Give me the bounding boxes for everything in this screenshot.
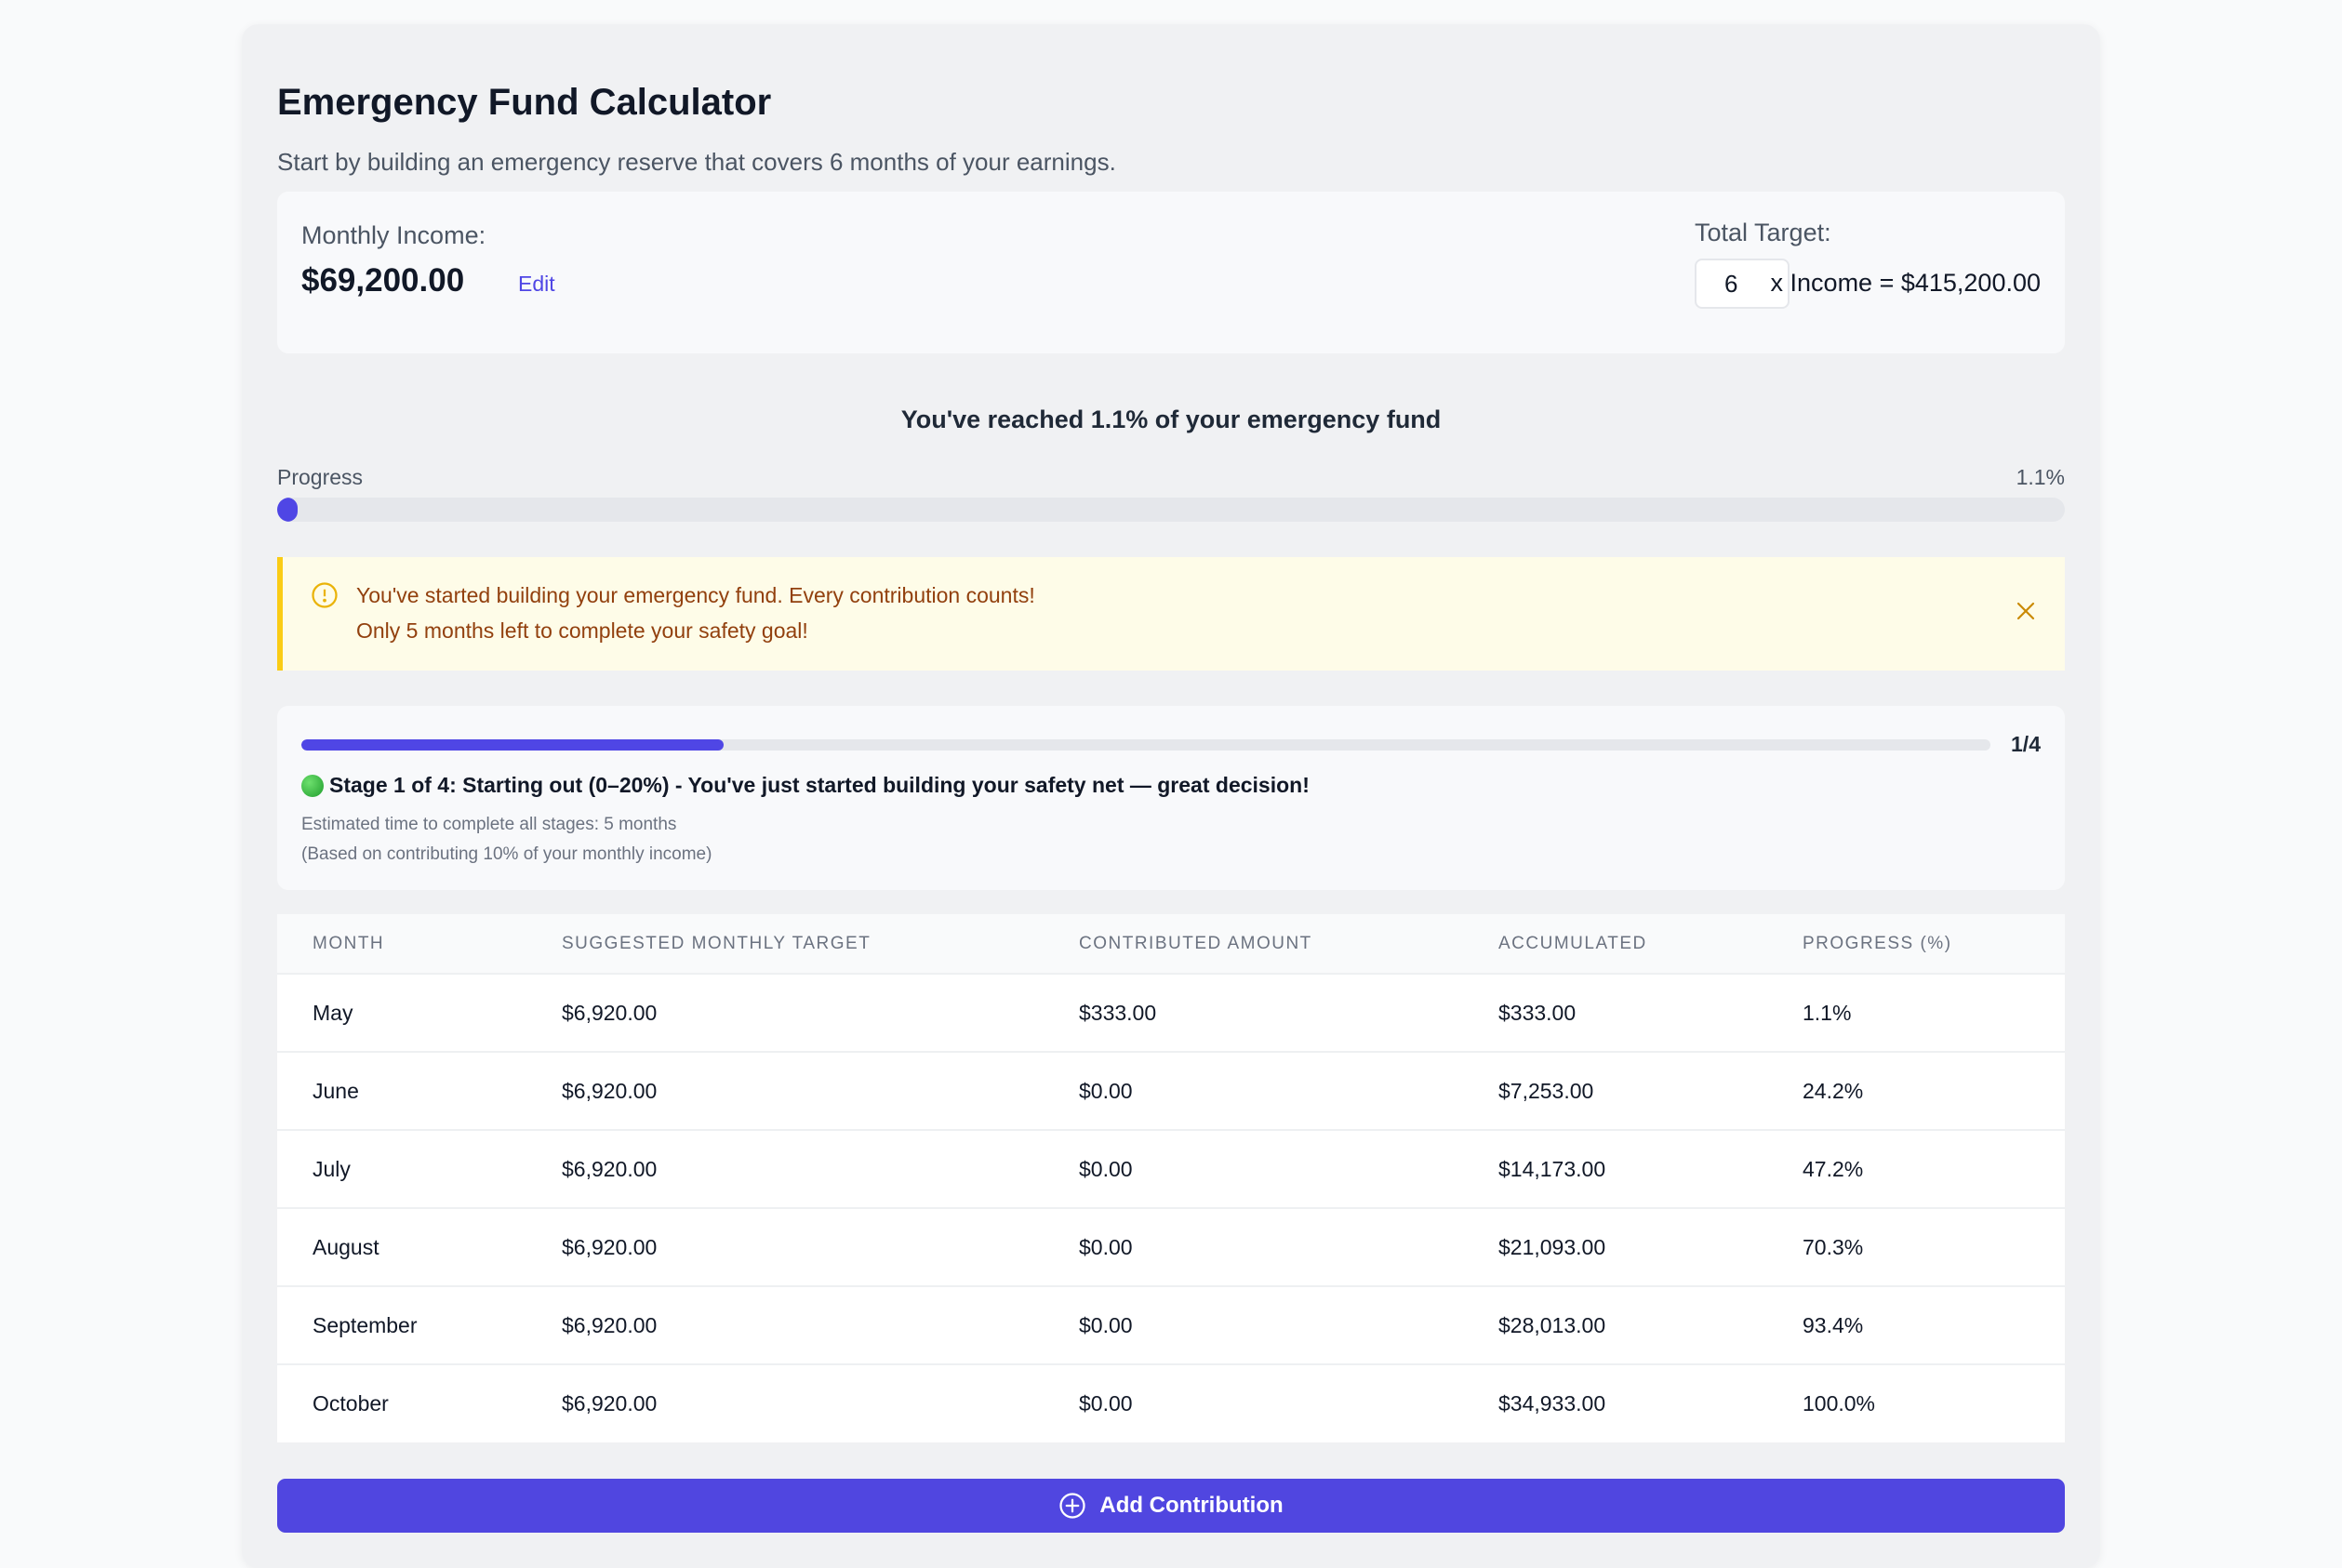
cell-month: September — [313, 1312, 418, 1337]
cell-month: October — [313, 1391, 389, 1415]
cell-suggested-target: $6,920.00 — [562, 1000, 658, 1025]
income-panel: Monthly Income: $69,200.00 Edit Total Ta… — [277, 192, 2065, 353]
page-title: Emergency Fund Calculator — [277, 82, 772, 123]
cell-suggested-target: $6,920.00 — [562, 1078, 658, 1103]
cell-accumulated: $21,093.00 — [1498, 1234, 1606, 1259]
cell-suggested-target: $6,920.00 — [562, 1156, 658, 1181]
table-row: May $6,920.00 $333.00 $333.00 1.1% — [277, 974, 2065, 1052]
add-contribution-label: Add Contribution — [1099, 1493, 1284, 1518]
stage-progress-bar — [301, 739, 1990, 751]
alert-message: You've started building your emergency f… — [356, 583, 1035, 607]
progress-bar — [277, 498, 2065, 522]
stage-progress-fill — [301, 739, 724, 751]
monthly-income-value: $69,200.00 — [301, 262, 465, 299]
column-header-month: Month — [313, 933, 385, 953]
table-row: September $6,920.00 $0.00 $28,013.00 93.… — [277, 1286, 2065, 1364]
total-target-label: Total Target: — [1695, 219, 1831, 246]
cell-progress: 93.4% — [1803, 1312, 1864, 1337]
cell-contributed: $0.00 — [1079, 1078, 1133, 1103]
stage-title-text: Stage 1 of 4: Starting out (0–20%) - You… — [329, 773, 1310, 797]
cell-suggested-target: $6,920.00 — [562, 1312, 658, 1337]
cell-contributed: $0.00 — [1079, 1312, 1133, 1337]
cell-progress: 47.2% — [1803, 1156, 1864, 1181]
stage-title: Stage 1 of 4: Starting out (0–20%) - You… — [301, 773, 1310, 798]
column-header-progress: Progress (%) — [1803, 933, 1952, 953]
column-header-suggested-target: Suggested Monthly Target — [562, 933, 872, 953]
stage-panel: 1/4 Stage 1 of 4: Starting out (0–20%) -… — [277, 706, 2065, 890]
green-circle-icon — [301, 774, 324, 797]
column-header-accumulated: Accumulated — [1498, 933, 1647, 953]
alert-submessage: Only 5 months left to complete your safe… — [356, 618, 808, 643]
cell-accumulated: $7,253.00 — [1498, 1078, 1594, 1103]
stage-basis: (Based on contributing 10% of your month… — [301, 844, 712, 864]
cell-contributed: $0.00 — [1079, 1156, 1133, 1181]
calculator-card: Emergency Fund Calculator Start by build… — [242, 24, 2100, 1568]
progress-bar-fill — [277, 498, 298, 522]
stage-count: 1/4 — [2011, 732, 2041, 756]
target-months-input[interactable] — [1695, 259, 1790, 309]
cell-month: May — [313, 1000, 353, 1025]
table-header-row: Month Suggested Monthly Target Contribut… — [277, 914, 2065, 974]
edit-income-link[interactable]: Edit — [518, 272, 555, 296]
cell-accumulated: $333.00 — [1498, 1000, 1577, 1025]
cell-accumulated: $34,933.00 — [1498, 1391, 1606, 1415]
table-row: July $6,920.00 $0.00 $14,173.00 47.2% — [277, 1130, 2065, 1208]
cell-progress: 24.2% — [1803, 1078, 1864, 1103]
monthly-income-label: Monthly Income: — [301, 221, 486, 249]
table-row: August $6,920.00 $0.00 $21,093.00 70.3% — [277, 1208, 2065, 1286]
cell-progress: 100.0% — [1803, 1391, 1876, 1415]
cell-month: July — [313, 1156, 351, 1181]
add-contribution-button[interactable]: Add Contribution — [277, 1479, 2065, 1533]
table-row: June $6,920.00 $0.00 $7,253.00 24.2% — [277, 1052, 2065, 1130]
stage-estimate: Estimated time to complete all stages: 5… — [301, 815, 677, 834]
alert-circle-icon — [312, 582, 338, 608]
cell-accumulated: $28,013.00 — [1498, 1312, 1606, 1337]
cell-contributed: $333.00 — [1079, 1000, 1157, 1025]
table-row: October $6,920.00 $0.00 $34,933.00 100.0… — [277, 1364, 2065, 1442]
cell-progress: 70.3% — [1803, 1234, 1864, 1259]
cell-contributed: $0.00 — [1079, 1391, 1133, 1415]
progress-percent: 1.1% — [2016, 465, 2065, 489]
cell-progress: 1.1% — [1803, 1000, 1852, 1025]
cell-month: June — [313, 1078, 359, 1103]
cell-contributed: $0.00 — [1079, 1234, 1133, 1259]
cell-accumulated: $14,173.00 — [1498, 1156, 1606, 1181]
progress-headline: You've reached 1.1% of your emergency fu… — [900, 405, 1442, 433]
progress-label: Progress — [277, 465, 364, 489]
info-alert: You've started building your emergency f… — [277, 557, 2065, 671]
plus-circle-icon — [1059, 1493, 1085, 1519]
contribution-table: Month Suggested Monthly Target Contribut… — [277, 914, 2065, 1442]
target-formula: x Income = $415,200.00 — [1770, 269, 2041, 297]
column-header-contributed: Contributed Amount — [1079, 933, 1312, 953]
close-icon[interactable] — [2015, 600, 2037, 622]
cell-suggested-target: $6,920.00 — [562, 1234, 658, 1259]
page-subtitle: Start by building an emergency reserve t… — [277, 148, 1116, 176]
cell-suggested-target: $6,920.00 — [562, 1391, 658, 1415]
cell-month: August — [313, 1234, 379, 1259]
